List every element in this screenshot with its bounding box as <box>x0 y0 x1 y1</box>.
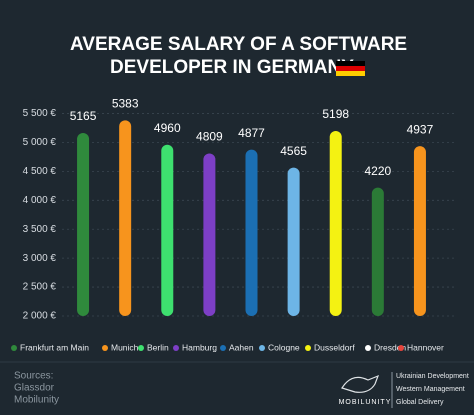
source: Mobilunity <box>14 395 59 406</box>
tagline: Western Management <box>396 386 465 393</box>
y-tick-label: 5 500 € <box>23 108 57 119</box>
tagline: Ukrainian Development <box>396 373 469 380</box>
bar <box>119 120 132 316</box>
bar <box>161 144 174 316</box>
bar <box>77 132 90 316</box>
legend-label: Dresden <box>374 342 406 352</box>
legend-label: Berlin <box>147 342 169 352</box>
legend-marker <box>138 345 144 351</box>
legend-marker <box>259 345 265 351</box>
logo <box>341 372 393 408</box>
bar <box>371 187 384 316</box>
y-tick-label: 2 500 € <box>23 282 57 293</box>
brand: MOBILUNITY <box>339 399 392 406</box>
legend-marker <box>398 345 404 351</box>
y-tick-label: 4 500 € <box>23 166 57 177</box>
bar <box>245 149 258 316</box>
value-label: 4937 <box>407 122 434 136</box>
legend-label: Aahen <box>229 342 254 352</box>
legend-label: Cologne <box>268 342 300 352</box>
bar <box>413 146 426 316</box>
bar <box>203 153 216 316</box>
legend-marker <box>173 345 179 351</box>
legend-label: Dusseldorf <box>314 342 355 352</box>
y-tick-label: 3 000 € <box>23 253 57 264</box>
value-label: 5198 <box>322 107 349 121</box>
legend-marker <box>102 345 108 351</box>
y-tick-label: 4 000 € <box>23 195 57 206</box>
legend-marker <box>11 345 17 351</box>
value-label: 5383 <box>112 97 139 111</box>
y-tick-label: 3 500 € <box>23 224 57 235</box>
value-label: 4220 <box>364 164 391 178</box>
legend-label: Munich <box>111 342 139 352</box>
value-label: 5165 <box>70 109 97 123</box>
y-tick-label: 5 000 € <box>23 137 57 148</box>
legend-marker <box>220 345 226 351</box>
bar <box>287 167 300 316</box>
flag <box>336 61 365 76</box>
tagline: Global Delivery <box>396 399 444 406</box>
legend-label: Hannover <box>407 342 444 352</box>
value-label: 4877 <box>238 126 265 140</box>
chart-title: AVERAGE SALARY OF A SOFTWARE <box>70 34 407 55</box>
source: Glassdor <box>14 383 55 394</box>
legend-marker <box>305 345 311 351</box>
chart-title: DEVELOPER IN GERMANY <box>110 57 354 78</box>
y-tick-label: 2 000 € <box>23 311 57 322</box>
legend-label: Frankfurt am Main <box>20 342 89 352</box>
source: Sources: <box>14 371 53 382</box>
bar <box>329 131 342 316</box>
value-label: 4809 <box>196 130 223 144</box>
value-label: 4960 <box>154 121 181 135</box>
value-label: 4565 <box>280 144 307 158</box>
legend-marker <box>365 345 371 351</box>
legend-label: Hamburg <box>182 342 217 352</box>
